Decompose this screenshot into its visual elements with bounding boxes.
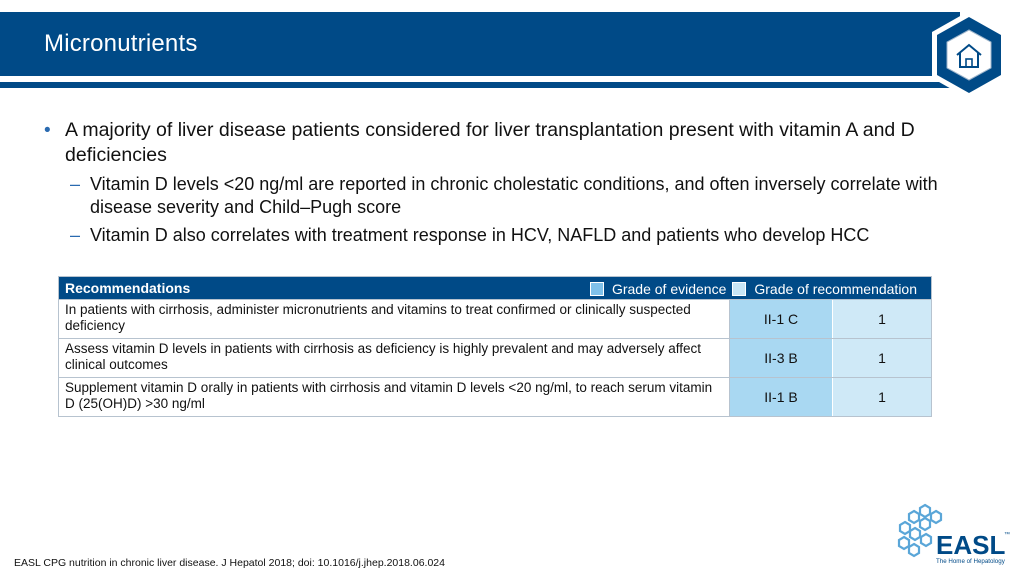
header-bar [0, 12, 960, 76]
bullet-list: • A majority of liver disease patients c… [44, 118, 974, 247]
header-rule [0, 82, 960, 88]
home-icon [932, 11, 1006, 99]
grade-of-recommendation: 1 [833, 339, 931, 377]
recommendation-swatch [732, 282, 747, 296]
sub-bullet-dash: – [70, 174, 81, 194]
sub-bullet: – Vitamin D also correlates with treatme… [44, 224, 974, 247]
logo-trademark: ™ [1004, 531, 1010, 538]
logo-wordmark: EASL [936, 530, 1005, 560]
grade-of-evidence: II-1 C [730, 300, 833, 338]
sub-bullet-text: Vitamin D also correlates with treatment… [90, 225, 870, 245]
legend-evidence-label: Grade of evidence [611, 281, 727, 297]
sub-bullet: – Vitamin D levels <20 ng/ml are reporte… [44, 173, 974, 219]
citation-footnote: EASL CPG nutrition in chronic liver dise… [14, 557, 445, 569]
evidence-swatch [589, 282, 604, 296]
table-row: Supplement vitamin D orally in patients … [59, 377, 931, 416]
sub-bullet-dash: – [70, 225, 81, 245]
grade-of-evidence: II-3 B [730, 339, 833, 377]
grade-of-recommendation: 1 [833, 300, 931, 338]
home-button[interactable] [928, 8, 1010, 102]
recommendation-text: Supplement vitamin D orally in patients … [59, 378, 730, 416]
bullet-dot: • [44, 120, 51, 141]
table-row: Assess vitamin D levels in patients with… [59, 338, 931, 377]
recommendations-title: Recommendations [65, 280, 191, 296]
grade-of-evidence: II-1 B [730, 378, 833, 416]
bullet-main-text: A majority of liver disease patients con… [65, 119, 915, 166]
recommendation-text: Assess vitamin D levels in patients with… [59, 339, 730, 377]
easl-logo-mark: EASL ™ The Home of Hepatology [897, 503, 1010, 565]
grade-of-recommendation: 1 [833, 378, 931, 416]
slide-title: Micronutrients [44, 30, 198, 57]
bullet-main: • A majority of liver disease patients c… [44, 118, 974, 168]
grade-legend: Grade of evidence Grade of recommendatio… [589, 281, 917, 297]
legend-recommendation-label: Grade of recommendation [754, 281, 917, 297]
recommendations-table: Recommendations Grade of evidence Grade … [58, 276, 932, 417]
easl-logo: EASL ™ The Home of Hepatology [896, 502, 1012, 568]
recommendations-header: Recommendations Grade of evidence Grade … [59, 277, 931, 299]
logo-tagline: The Home of Hepatology [936, 558, 1006, 565]
recommendation-text: In patients with cirrhosis, administer m… [59, 300, 730, 338]
sub-bullet-text: Vitamin D levels <20 ng/ml are reported … [90, 174, 938, 217]
table-row: In patients with cirrhosis, administer m… [59, 299, 931, 338]
